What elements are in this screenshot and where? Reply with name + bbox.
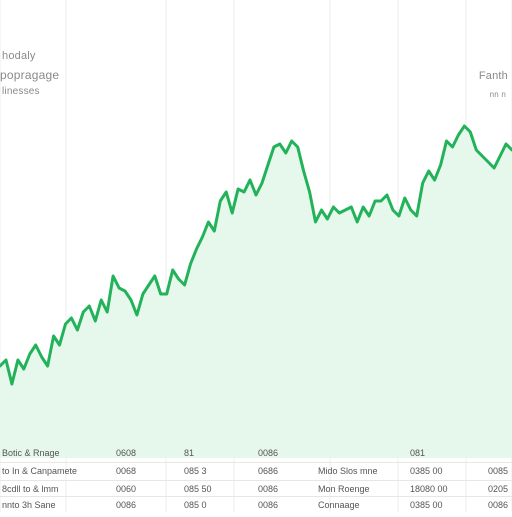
table-cell: 0086 [488, 500, 508, 510]
table-cell: 0686 [258, 466, 278, 476]
table-cell: 0085 [488, 466, 508, 476]
table-separator [0, 480, 512, 481]
table-cell: 0385 00 [410, 466, 443, 476]
table-cell: nnto 3h Sane [2, 500, 56, 510]
table-cell: 0205 [488, 484, 508, 494]
table-row: Botic & Rnage 0608 81 0086 081 [0, 448, 512, 460]
table-cell: 18080 00 [410, 484, 448, 494]
table-row: 8cdll to & lmm 0060 085 50 0086 Mon Roenge 18… [0, 484, 512, 496]
table-separator [0, 462, 512, 463]
table-cell: 0086 [258, 500, 278, 510]
table-cell: Connaage [318, 500, 360, 510]
table-separator [0, 496, 512, 497]
table-cell: 081 [410, 448, 425, 458]
table-cell: 0385 00 [410, 500, 443, 510]
table-cell: 8cdll to & lmm [2, 484, 59, 494]
table-cell: Botic & Rnage [2, 448, 60, 458]
table-row: to In & Canpamete 0068 085 3 0686 Mido Slos … [0, 466, 512, 478]
table-cell: 0086 [116, 500, 136, 510]
header-right-line2: nn n [490, 90, 506, 99]
table-cell: Mido Slos mne [318, 466, 378, 476]
header-left-line3: linesses [2, 86, 40, 97]
table-cell: to In & Canpamete [2, 466, 77, 476]
table-row: nnto 3h Sane 0086 085 0 0086 Connaage 0385 00… [0, 500, 512, 512]
table-cell: 0060 [116, 484, 136, 494]
table-cell: 085 0 [184, 500, 207, 510]
header-right-line1: Fanth [479, 70, 508, 82]
table-cell: 0608 [116, 448, 136, 458]
table-cell: 085 50 [184, 484, 212, 494]
table-cell: 0068 [116, 466, 136, 476]
table-cell: 81 [184, 448, 194, 458]
table-cell: 0086 [258, 448, 278, 458]
table-cell: 0086 [258, 484, 278, 494]
header-left-line2: popragage [0, 68, 59, 82]
table-cell: 085 3 [184, 466, 207, 476]
table-cell: Mon Roenge [318, 484, 370, 494]
header-left-line1: hodaly [2, 50, 36, 62]
